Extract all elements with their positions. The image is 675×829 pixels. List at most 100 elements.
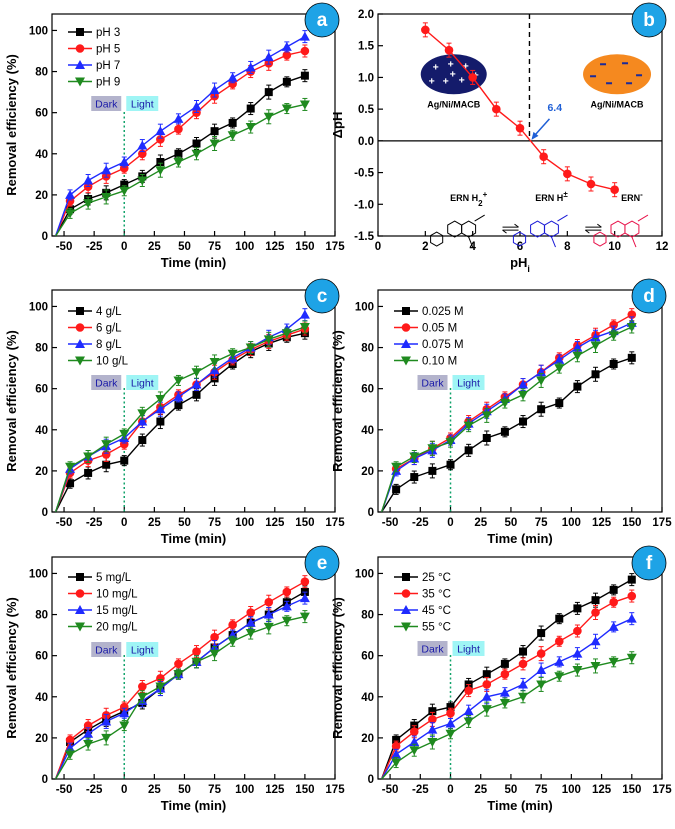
legend-marker: [401, 622, 411, 632]
data-point: [446, 708, 455, 718]
series-e-3: [55, 610, 310, 780]
series-origin-line: [54, 194, 71, 237]
x-axis-label: pHi: [510, 255, 530, 274]
molecule-bond: [474, 214, 485, 222]
data-point: [586, 179, 596, 189]
x-tick-label: 0: [121, 517, 127, 529]
data-point: [65, 189, 76, 199]
dark-label-box: [417, 641, 448, 656]
data-point: [554, 364, 565, 374]
data-point: [210, 632, 219, 642]
x-tick-label: -50: [56, 784, 73, 796]
dark-label: Dark: [421, 378, 444, 390]
x-tick-label: 175: [652, 784, 672, 796]
x-tick-label: 2: [422, 241, 428, 253]
data-point: [299, 31, 310, 41]
y-tick-label: 0: [368, 507, 374, 519]
x-tick-label: 10: [608, 241, 621, 253]
molecule-ring: [461, 220, 477, 238]
data-point: [282, 77, 291, 86]
panel-badge: [631, 545, 667, 581]
panel-badge-label: b: [643, 10, 655, 31]
legend-marker: [401, 356, 411, 366]
data-point: [65, 462, 76, 472]
x-tick-label: 75: [208, 517, 221, 529]
y-axis-label: Removal efficiency (%): [4, 330, 19, 472]
data-point: [65, 750, 76, 760]
x-tick-label: -25: [412, 517, 429, 529]
data-point: [227, 630, 238, 640]
series-origin-line: [55, 213, 71, 237]
y-tick-label: 60: [361, 651, 374, 663]
data-point: [391, 749, 402, 759]
data-point: [101, 440, 112, 450]
data-point: [627, 575, 636, 584]
light-label: Light: [457, 378, 480, 390]
legend-label: 35 °C: [422, 589, 451, 601]
data-point: [246, 104, 255, 113]
data-point: [409, 452, 420, 462]
data-point: [518, 379, 529, 389]
panel-c: -50 -25 0 25 50 75 100 125 150 175 0 20 40 60 80 100 Tim…: [4, 278, 345, 546]
data-point: [591, 608, 600, 617]
x-tick-label: 0: [447, 517, 453, 529]
data-point: [300, 46, 310, 56]
x-tick-label: 150: [295, 241, 314, 253]
legend-marker: [402, 573, 410, 581]
series-origin-line: [55, 753, 71, 780]
series-d-0: [381, 351, 636, 513]
legend-label: 10 g/L: [96, 356, 129, 368]
data-point: [264, 88, 273, 97]
plus-charge-icon: +: [433, 61, 439, 73]
data-point: [83, 175, 94, 185]
data-point: [536, 376, 547, 386]
data-point: [209, 365, 220, 375]
pzc-value: 6.4: [547, 102, 562, 114]
data-point: [281, 616, 292, 626]
data-point: [573, 382, 582, 391]
molecule-ring: [610, 220, 626, 238]
data-point: [119, 163, 129, 173]
series-c-0: [54, 326, 309, 513]
data-point: [192, 647, 201, 656]
data-point: [155, 166, 166, 176]
x-tick-label: 25: [474, 517, 487, 529]
y-tick-label: 80: [361, 610, 374, 622]
x-tick-label: 0: [447, 784, 453, 796]
molecule-ring: [512, 231, 527, 247]
data-point: [101, 716, 112, 726]
x-tick-label: 175: [325, 517, 345, 529]
y-tick-label: 1.5: [358, 41, 375, 53]
y-tick-label: 2.0: [358, 9, 374, 21]
legend-marker: [75, 589, 85, 598]
data-point: [119, 708, 130, 718]
x-axis-label: Time (min): [161, 531, 227, 546]
legend-marker: [75, 622, 85, 632]
legend-marker: [75, 339, 85, 348]
data-point: [537, 629, 546, 638]
y-tick-label: 100: [355, 568, 374, 580]
x-axis-label: Time (min): [487, 531, 553, 546]
data-point: [626, 323, 637, 332]
x-tick-label: 125: [265, 241, 285, 253]
dark-label-box: [91, 642, 122, 657]
x-tick-label: -25: [86, 241, 103, 253]
data-point: [464, 686, 473, 695]
panel-badge-label: e: [317, 553, 328, 574]
data-point: [101, 450, 111, 459]
light-label: Light: [131, 99, 154, 111]
x-axis-label: Time (min): [487, 798, 553, 813]
series-origin-line: [381, 753, 397, 780]
data-point: [173, 376, 184, 386]
panel-a: -50 -25 0 25 50 75 100 125 150 175 0 20 40 60 80 100 Tim…: [4, 2, 345, 270]
data-point: [468, 73, 477, 82]
legend-marker: [75, 323, 85, 332]
y-tick-label: 100: [355, 301, 374, 313]
legend-marker: [76, 307, 84, 315]
legend-label: pH 3: [96, 27, 120, 39]
y-tick-label: -1.0: [354, 199, 374, 211]
data-point: [174, 401, 183, 410]
data-point: [427, 724, 438, 734]
data-point: [391, 758, 402, 768]
